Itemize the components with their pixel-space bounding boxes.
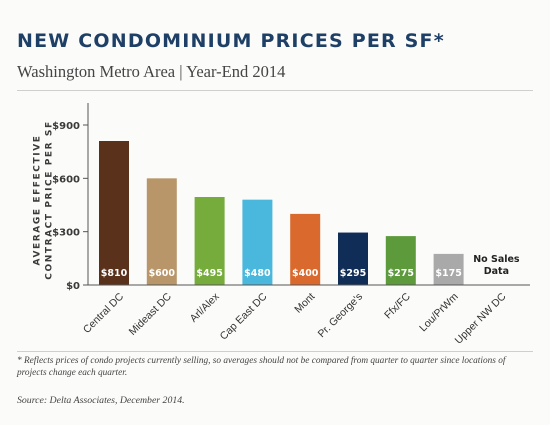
- annotation-text: No Sales: [473, 254, 520, 265]
- y-tick-label: $600: [52, 174, 80, 185]
- bar-value-label: $295: [340, 268, 366, 279]
- x-tick-label: Pr. George's: [316, 291, 366, 341]
- bar: [385, 236, 416, 285]
- bar: [99, 141, 129, 285]
- bar: [433, 253, 464, 285]
- bar-value-label: $400: [292, 268, 319, 279]
- bar-value-label: $480: [244, 268, 271, 279]
- bar: [338, 232, 368, 285]
- x-tick-label: Upper NW DC: [453, 290, 509, 346]
- x-tick-label: Mont: [292, 291, 317, 316]
- bar-value-label: $275: [388, 268, 414, 279]
- y-tick-label: $300: [52, 228, 80, 239]
- chart-title: NEW CONDOMINIUM PRICES PER SF*: [17, 30, 445, 52]
- x-tick-label: Central DC: [81, 290, 127, 336]
- bar-value-label: $495: [196, 268, 222, 279]
- y-tick-label: $0: [66, 281, 80, 292]
- y-tick-label: $900: [52, 121, 80, 132]
- annotation-text: Data: [484, 266, 509, 277]
- bar: [242, 199, 273, 285]
- source-note: Source: Delta Associates, December 2014.: [17, 395, 185, 406]
- top-divider: [17, 90, 533, 91]
- bottom-divider: [17, 351, 533, 352]
- bar-value-label: $175: [435, 268, 461, 279]
- x-tick-label: Arl/Alex: [188, 290, 223, 325]
- bar-value-label: $810: [101, 268, 128, 279]
- bar: [290, 213, 321, 285]
- x-tick-label: Lou/PrWm: [417, 290, 461, 334]
- bar-value-label: $600: [149, 268, 176, 279]
- x-tick-label: Cap East DC: [218, 290, 270, 342]
- bar: [146, 178, 177, 285]
- x-tick-label: Ffx/FC: [382, 290, 413, 321]
- footnote: * Reflects prices of condo projects curr…: [17, 356, 506, 378]
- bar: [194, 197, 225, 285]
- chart-subtitle: Washington Metro Area | Year-End 2014: [17, 62, 286, 81]
- x-tick-label: Mideast DC: [127, 290, 175, 338]
